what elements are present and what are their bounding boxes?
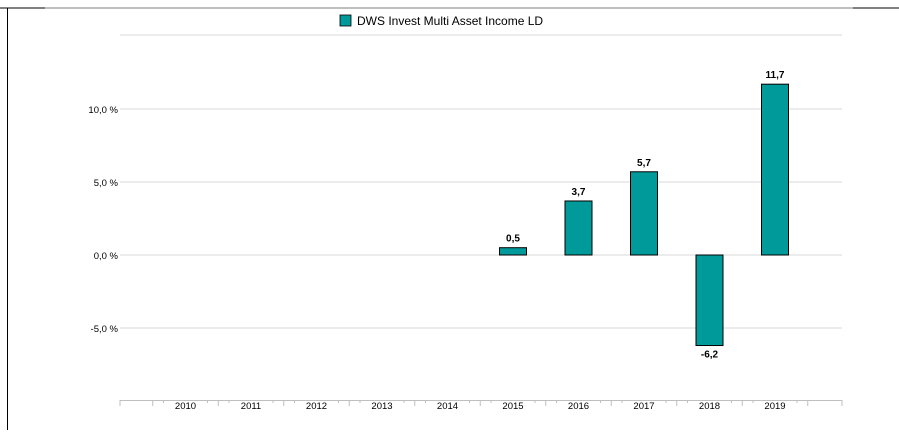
- x-tick-label: 2016: [568, 401, 589, 412]
- x-tick-label: 2017: [633, 401, 654, 412]
- data-label-2018: -6,2: [701, 350, 719, 361]
- x-tick-label: 2015: [502, 401, 523, 412]
- x-tick-label: 2011: [241, 401, 261, 412]
- grid-layer: [120, 34, 842, 329]
- x-tick-label: 2019: [764, 401, 785, 412]
- legend-swatch: [339, 14, 352, 27]
- bars-layer: [499, 83, 789, 347]
- y-axis: 10,0 % 5,0 % 0,0 % -5,0 %: [88, 105, 118, 335]
- y-tick-label: 10,0 %: [88, 105, 118, 116]
- data-label-2016: 3,7: [572, 187, 586, 198]
- y-tick-label: 5,0 %: [94, 178, 119, 189]
- x-tick-label: 2018: [699, 401, 720, 412]
- x-tick-label: 2014: [437, 401, 458, 412]
- y-tick-label: 0,0 %: [94, 251, 119, 262]
- data-label-2017: 5,7: [637, 158, 651, 169]
- data-labels-layer: 0,5 3,7 5,7 -6,2 11,7: [506, 70, 785, 360]
- bar-2017: [630, 171, 658, 256]
- data-label-2015: 0,5: [506, 234, 520, 245]
- x-tick-label: 2013: [371, 401, 392, 412]
- bar-2019: [761, 83, 789, 256]
- x-tick-label: 2010: [175, 401, 196, 412]
- data-label-2019: 11,7: [766, 70, 785, 81]
- bar-2018: [695, 254, 724, 347]
- legend-label: DWS Invest Multi Asset Income LD: [357, 14, 543, 28]
- bar-2015: [499, 247, 527, 256]
- bar-2016: [564, 200, 593, 256]
- x-tick-label: 2012: [306, 401, 327, 412]
- x-axis: 2010 2011 2012 2013 2014 2015 2016 2017 2018 2019: [119, 400, 843, 412]
- legend: DWS Invest Multi Asset Income LD: [339, 14, 543, 28]
- y-tick-label: -5,0 %: [91, 324, 119, 335]
